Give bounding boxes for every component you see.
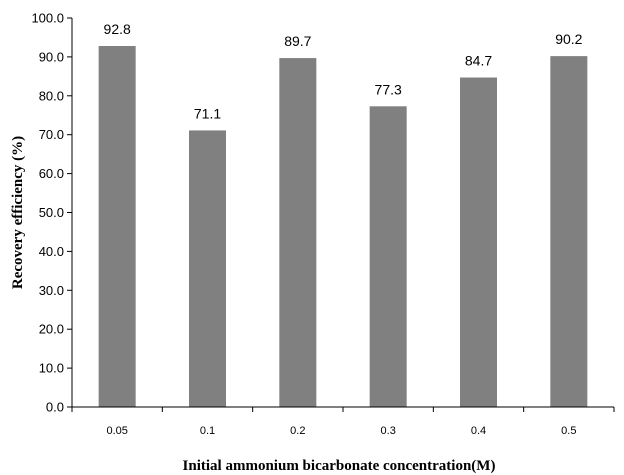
x-tick-label: 0.4	[471, 425, 486, 437]
data-label: 77.3	[375, 81, 402, 97]
y-tick-label: 80.0	[39, 88, 64, 103]
bar	[189, 130, 226, 407]
y-tick-label: 50.0	[39, 205, 64, 220]
y-tick-label: 10.0	[39, 361, 64, 376]
x-tick-label: 0.05	[106, 425, 127, 437]
y-tick-label: 60.0	[39, 166, 64, 181]
x-axis-ticks: 0.05 0.1 0.2 0.3 0.4 0.5	[71, 407, 615, 437]
y-tick-label: 100.0	[31, 11, 64, 26]
bar	[550, 56, 588, 407]
y-tick-label: 30.0	[39, 283, 64, 298]
data-label: 92.8	[104, 21, 131, 37]
bar	[98, 46, 136, 408]
y-tick-label: 0.0	[46, 400, 64, 415]
y-tick-label: 20.0	[39, 322, 64, 337]
y-axis-title: Recovery efficiency (%)	[10, 136, 26, 289]
y-axis-ticks: 0.0 10.0 20.0 30.0 40.0 50.0 60.0 70.0 80.0 90.0 1…	[31, 11, 72, 415]
bar	[460, 77, 497, 407]
x-tick-label: 0.3	[381, 425, 396, 437]
x-axis-title: Initial ammonium bicarbonate concentrati…	[183, 458, 496, 474]
data-label: 71.1	[194, 105, 221, 121]
data-label: 84.7	[465, 53, 492, 69]
bars: 92.8 71.1 89.7 77.3 84.7 90.2	[98, 21, 588, 408]
y-tick-label: 40.0	[39, 244, 64, 259]
bar	[279, 58, 317, 407]
x-tick-label: 0.1	[200, 425, 215, 437]
data-label: 90.2	[555, 31, 582, 47]
y-tick-label: 70.0	[39, 127, 64, 142]
y-tick-label: 90.0	[39, 49, 64, 64]
bar	[369, 106, 407, 407]
x-tick-label: 0.2	[290, 425, 305, 437]
x-tick-label: 0.5	[561, 425, 576, 437]
data-label: 89.7	[284, 33, 311, 49]
